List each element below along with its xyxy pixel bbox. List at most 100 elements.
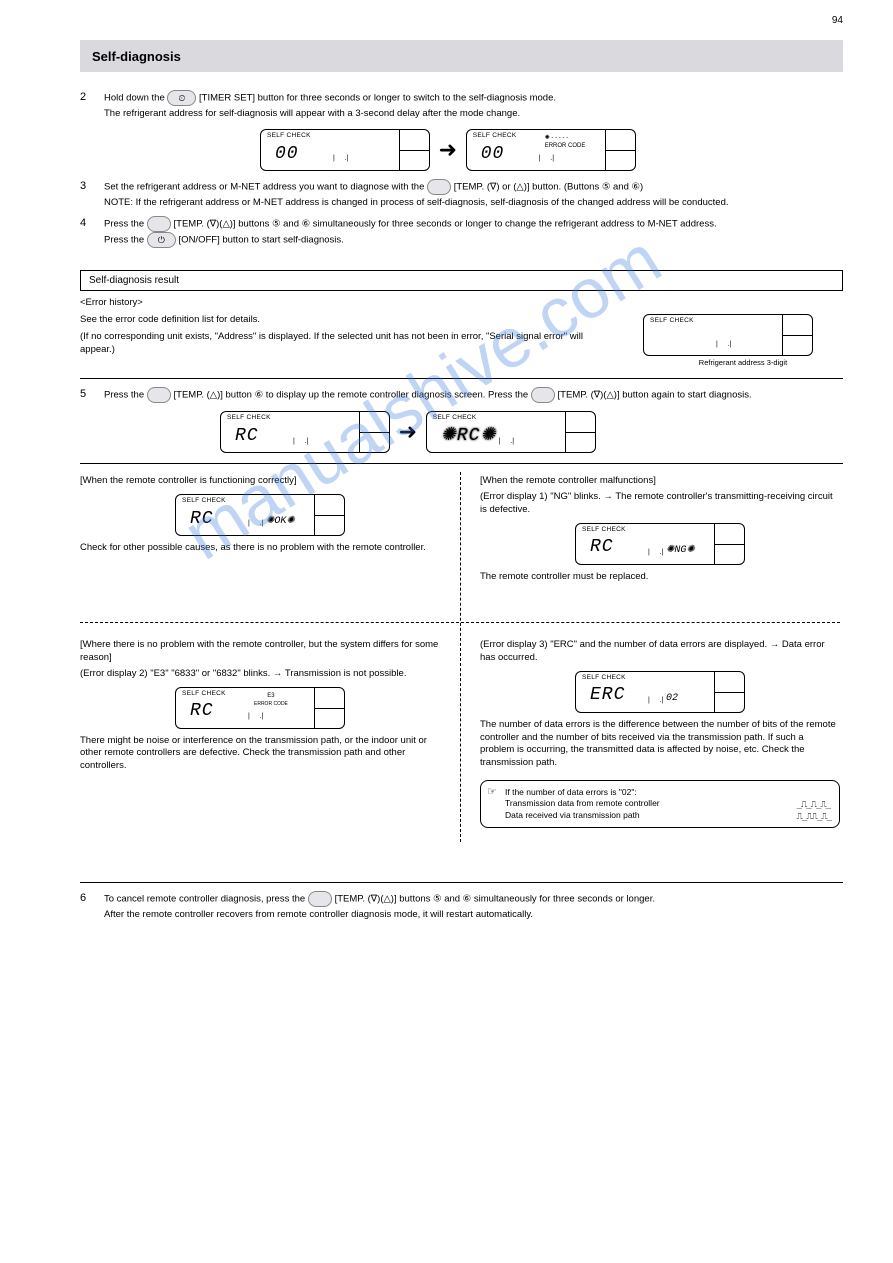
lcd-label: SELF CHECK: [433, 414, 477, 423]
tick: | .|: [499, 437, 514, 446]
lcd-a: SELF CHECK 00 | .|: [260, 129, 430, 171]
lcd-label: SELF CHECK: [582, 526, 626, 535]
dash-v: [460, 472, 461, 842]
note-head: If the number of data errors is "02":: [505, 787, 831, 798]
head: [When the remote controller malfunctions…: [480, 475, 840, 488]
step-4: 4 Press the [TEMP. (∇)(△)] buttons ⑤ and…: [80, 216, 843, 248]
temp-button-icon: [531, 387, 555, 403]
lcd-rc-l: SELF CHECK RC | .|: [220, 411, 390, 453]
sub: (Error display 2) "E3" "6833" or "6832" …: [80, 668, 440, 681]
lcd-bl: SELF CHECK E3ERROR CODE RC | .|: [175, 687, 345, 729]
txt: [TEMP. (∇)(△)] button again to start dia…: [558, 390, 752, 401]
quad-tl: [When the remote controller is functioni…: [80, 472, 440, 558]
lcd-br: SELF CHECK ERC 02 | .|: [575, 671, 745, 713]
txt: [TEMP. (∇)(△)] buttons ⑤ and ⑥ simultane…: [335, 894, 655, 905]
lcd-label: SELF CHECK: [182, 690, 226, 699]
lcd-rc-r: SELF CHECK ✺RC✺ | .|: [426, 411, 596, 453]
foot: Refrigerant address 3-digit: [643, 358, 843, 368]
lcd-row-1: SELF CHECK 00 | .| ➜ SELF CHECK ✺ - - - …: [260, 129, 843, 171]
waveform-icon: _⎍_⎍_⎍_⎍_⎍⎍_⎍_: [797, 799, 831, 823]
dash-h: [80, 622, 840, 623]
step-num: 6: [80, 891, 104, 922]
rbox: [605, 130, 635, 170]
mid: ✺OK✺: [266, 515, 295, 529]
lcd-seg: ✺RC✺: [441, 424, 497, 448]
flash-icon: ✺ - - - - -ERROR CODE: [545, 134, 586, 150]
step-6: 6 To cancel remote controller diagnosis,…: [80, 891, 843, 922]
subtitle: <Error history>: [80, 297, 843, 310]
section-title: Self-diagnosis result: [89, 275, 179, 286]
note-l2: Data received via transmission path: [505, 810, 831, 821]
divider: [80, 378, 843, 379]
head: [When the remote controller is functioni…: [80, 475, 440, 488]
step-num: 5: [80, 387, 104, 403]
header-bar: Self-diagnosis: [80, 40, 843, 72]
lcd-seg: ERC: [590, 683, 625, 707]
result-grid: [When the remote controller is functioni…: [80, 472, 843, 852]
tick: | .|: [716, 340, 731, 349]
result-text: See the error code definition list for d…: [80, 314, 613, 356]
tick: | .|: [539, 154, 554, 163]
lcd-result: SELF CHECK | .|: [643, 314, 813, 356]
sub: (Error display 1) "NG" blinks. → The rem…: [480, 491, 840, 517]
header-title: Self-diagnosis: [92, 49, 181, 64]
on-off-button-icon: [147, 232, 176, 248]
section-box: Self-diagnosis result: [80, 270, 843, 292]
txt: [TEMP. (∇)(△)] buttons ⑤ and ⑥ simultane…: [174, 218, 717, 229]
lcd-seg: 00: [275, 142, 299, 166]
sub: NOTE: If the refrigerant address or M-NE…: [104, 197, 843, 210]
txt: Set the refrigerant address or M-NET add…: [104, 181, 427, 192]
step-text: Hold down the [TIMER SET] button for thr…: [104, 90, 843, 121]
timer-set-button-icon: [167, 90, 196, 106]
lcd-label: SELF CHECK: [182, 497, 226, 506]
arrow-icon: ➜: [439, 135, 457, 165]
step-2: 2 Hold down the [TIMER SET] button for t…: [80, 90, 843, 121]
midlbl: E3ERROR CODE: [254, 692, 288, 708]
txt: To cancel remote controller diagnosis, p…: [104, 894, 308, 905]
rbox: [399, 130, 429, 170]
result-row: See the error code definition list for d…: [80, 314, 843, 368]
result-lcd-wrap: SELF CHECK | .| Refrigerant address 3-di…: [643, 314, 843, 368]
tick: | .|: [248, 712, 263, 721]
lcd-seg: 00: [481, 142, 505, 166]
mid: 02: [666, 692, 678, 706]
txt: Press the: [104, 234, 147, 245]
step-num: 4: [80, 216, 104, 248]
body: The number of data errors is the differe…: [480, 719, 840, 770]
step-3: 3 Set the refrigerant address or M-NET a…: [80, 179, 843, 210]
step-text: Press the [TEMP. (△)] button ⑥ to displa…: [104, 387, 843, 403]
rbox: [314, 688, 344, 728]
body: There might be noise or interference on …: [80, 735, 440, 773]
txt: Press the: [104, 218, 147, 229]
lcd-label: SELF CHECK: [267, 132, 311, 141]
step-num: 3: [80, 179, 104, 210]
rbox: [714, 672, 744, 712]
temp-button-icon: [427, 179, 451, 195]
txt: Hold down the: [104, 93, 167, 104]
divider: [80, 463, 843, 464]
note-l1: Transmission data from remote controller: [505, 798, 831, 809]
step-text: Set the refrigerant address or M-NET add…: [104, 179, 843, 210]
txt: (If no corresponding unit exists, "Addre…: [80, 331, 613, 357]
tick: | .|: [648, 548, 663, 557]
lcd-label: SELF CHECK: [582, 674, 626, 683]
divider: [80, 882, 843, 883]
sub: The refrigerant address for self-diagnos…: [104, 108, 843, 121]
sub: After the remote controller recovers fro…: [104, 909, 843, 922]
sub: (Error display 3) "ERC" and the number o…: [480, 639, 840, 665]
body: Check for other possible causes, as ther…: [80, 542, 440, 555]
step-text: Press the [TEMP. (∇)(△)] buttons ⑤ and ⑥…: [104, 216, 843, 248]
lcd-tr: SELF CHECK RC ✺NG✺ | .|: [575, 523, 745, 565]
step-5: 5 Press the [TEMP. (△)] button ⑥ to disp…: [80, 387, 843, 403]
rbox: [565, 412, 595, 452]
rbox: [314, 495, 344, 535]
lcd-seg: RC: [190, 699, 214, 723]
temp-button-icon: [308, 891, 332, 907]
tick: | .|: [293, 437, 308, 446]
temp-button-icon: [147, 387, 171, 403]
lcd-label: SELF CHECK: [473, 132, 517, 141]
rbox: [359, 412, 389, 452]
lcd-seg: RC: [190, 507, 214, 531]
lcd-label: SELF CHECK: [650, 317, 694, 326]
txt: See the error code definition list for d…: [80, 314, 613, 327]
